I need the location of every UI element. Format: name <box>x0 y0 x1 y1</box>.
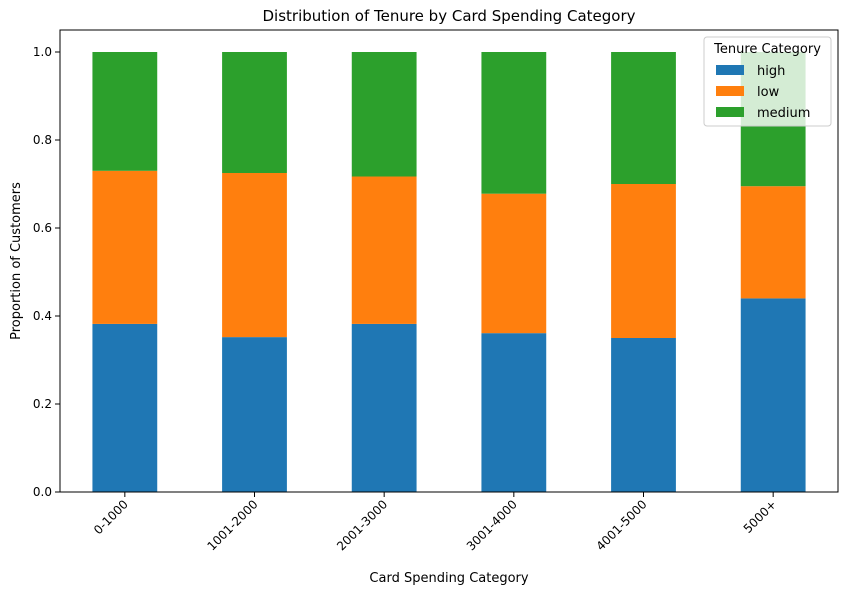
y-axis-label: Proportion of Customers <box>9 182 24 340</box>
x-tick-label: 4001-5000 <box>593 497 649 553</box>
chart-title: Distribution of Tenure by Card Spending … <box>262 7 635 25</box>
legend-title: Tenure Category <box>713 42 821 57</box>
legend-label-low: low <box>757 85 780 100</box>
bars-group <box>92 52 806 492</box>
legend-box <box>703 36 832 127</box>
x-axis-label: Card Spending Category <box>369 571 528 586</box>
bar-high-5000+ <box>740 298 806 492</box>
bar-low-3001-4000 <box>481 193 547 334</box>
bar-medium-4001-5000 <box>611 52 676 184</box>
x-tick-label: 5000+ <box>741 497 780 536</box>
bar-medium-0-1000 <box>92 52 158 171</box>
x-tick-label: 1001-2000 <box>204 497 260 553</box>
x-tick-label: 0-1000 <box>91 497 131 537</box>
x-axis: 0-1000 1001-2000 2001-3000 3001-4000 4001-50… <box>91 492 779 553</box>
bar-medium-3001-4000 <box>481 52 547 194</box>
legend: Tenure Category high low medium <box>703 36 832 127</box>
legend-swatch-high <box>716 65 744 75</box>
bar-high-3001-4000 <box>481 333 547 492</box>
legend-swatch-medium <box>716 107 744 117</box>
bar-low-1001-2000 <box>222 173 287 338</box>
x-tick-label: 2001-3000 <box>334 497 390 553</box>
y-tick-label: 1.0 <box>33 45 52 59</box>
y-tick-label: 0.8 <box>33 133 52 147</box>
bar-low-5000+ <box>740 186 806 299</box>
legend-label-medium: medium <box>757 106 810 121</box>
y-tick-label: 0.2 <box>33 397 52 411</box>
bar-high-2001-3000 <box>351 323 417 492</box>
bar-low-2001-3000 <box>351 176 417 324</box>
y-tick-label: 0.6 <box>33 221 52 235</box>
bar-medium-1001-2000 <box>222 52 287 173</box>
bar-high-1001-2000 <box>222 337 287 492</box>
y-tick-label: 0.4 <box>33 309 52 323</box>
bar-high-0-1000 <box>92 323 158 492</box>
bar-low-0-1000 <box>92 170 158 324</box>
legend-swatch-low <box>716 86 744 96</box>
y-tick-label: 0.0 <box>33 485 52 499</box>
bar-medium-2001-3000 <box>351 52 417 177</box>
bar-high-4001-5000 <box>611 338 676 492</box>
y-axis: 0.0 0.2 0.4 0.6 0.8 1.0 <box>33 45 60 499</box>
x-tick-label: 3001-4000 <box>464 497 520 553</box>
plot-frame <box>59 29 839 493</box>
legend-label-high: high <box>757 64 785 79</box>
bar-low-4001-5000 <box>611 184 676 338</box>
